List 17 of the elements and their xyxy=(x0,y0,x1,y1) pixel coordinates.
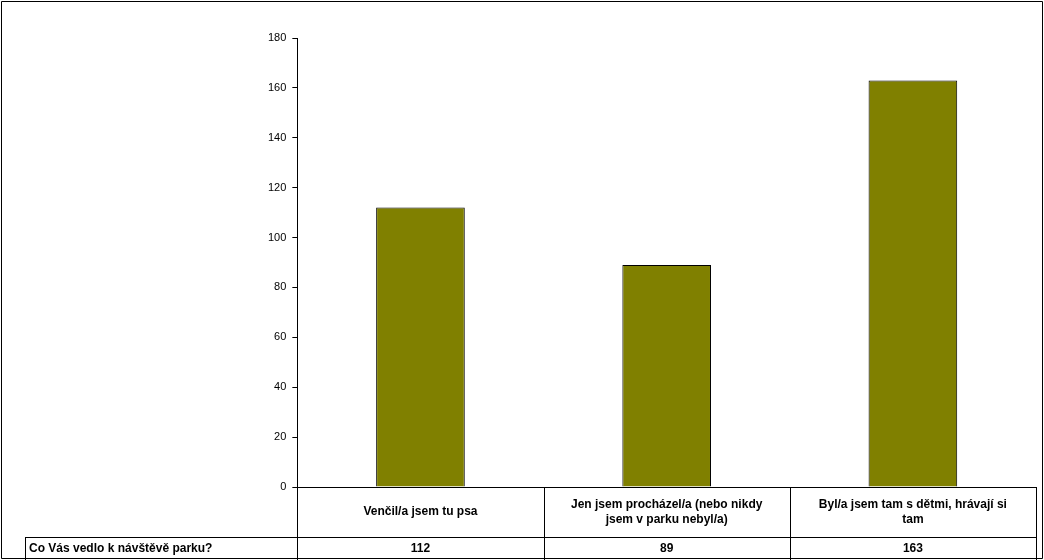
data-label: 89 xyxy=(660,540,674,555)
y-tick-label: 40 xyxy=(274,380,287,393)
data-label: 112 xyxy=(410,540,431,555)
y-tick-label: 20 xyxy=(274,430,287,443)
y-tick-label: 160 xyxy=(267,80,287,93)
data-label: 163 xyxy=(902,540,924,555)
x-tick-label: Byl/a jsem tam s dětmi, hrávají si tam xyxy=(818,496,1007,526)
y-tick-label: 0 xyxy=(280,480,287,493)
text: Co Vás vedlo k návštěvě parku? xyxy=(29,540,213,555)
y-tick-label: 100 xyxy=(267,230,287,243)
y-tick-label: 120 xyxy=(267,180,287,193)
x-tick-label: Jen jsem procházel/a (nebo nikdy jsem v parku nebyl/a) xyxy=(570,496,763,526)
y-tick-label: 180 xyxy=(267,31,287,44)
y-tick-label: 80 xyxy=(274,280,287,293)
x-tick-label: Venčil/a jsem tu psa xyxy=(363,504,478,519)
y-tick-label: 60 xyxy=(274,330,287,343)
y-tick-label: 140 xyxy=(267,130,287,143)
